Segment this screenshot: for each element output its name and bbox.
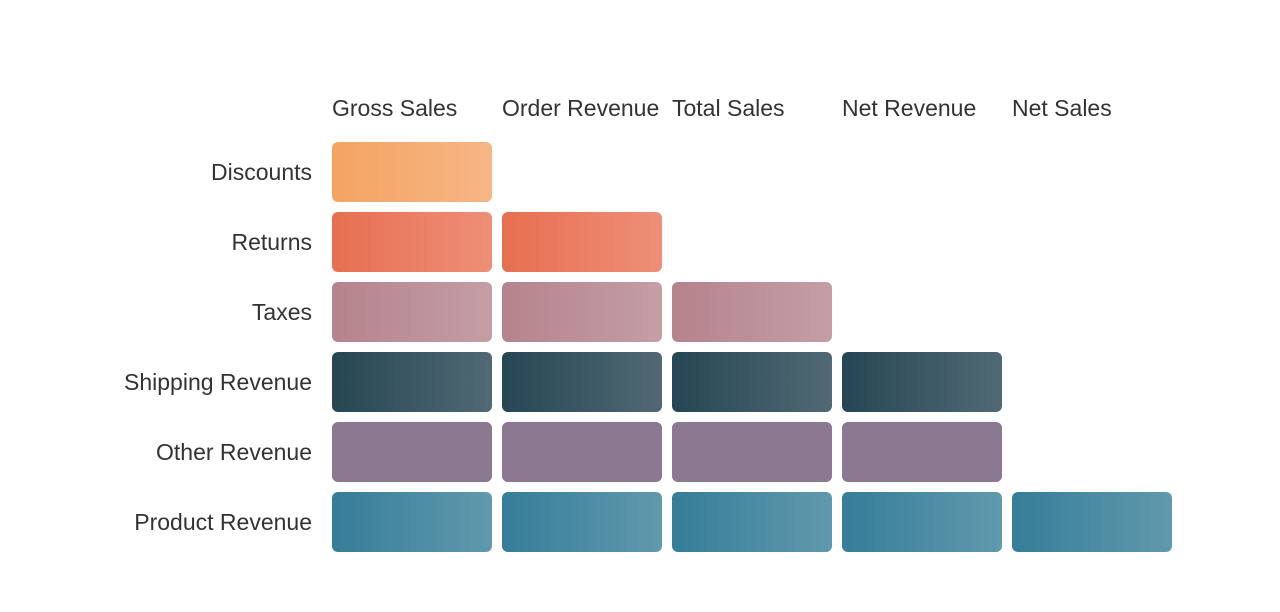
column-header-net-revenue: Net Revenue: [842, 95, 977, 121]
cell-product-revenue-total-sales: [672, 492, 832, 552]
column-header-net-sales: Net Sales: [1012, 95, 1112, 121]
cell-shipping-revenue-gross-sales: [332, 352, 492, 412]
cell-returns-gross-sales: [332, 212, 492, 272]
cell-taxes-gross-sales: [332, 282, 492, 342]
cell-other-revenue-total-sales: [672, 422, 832, 482]
cell-product-revenue-net-sales: [1012, 492, 1172, 552]
cell-other-revenue-gross-sales: [332, 422, 492, 482]
column-header-order-revenue: Order Revenue: [502, 95, 660, 121]
cell-product-revenue-net-revenue: [842, 492, 1002, 552]
cell-other-revenue-net-revenue: [842, 422, 1002, 482]
row-label-returns: Returns: [231, 229, 312, 255]
cell-discounts-gross-sales: [332, 142, 492, 202]
cell-shipping-revenue-net-revenue: [842, 352, 1002, 412]
cell-taxes-total-sales: [672, 282, 832, 342]
row-label-taxes: Taxes: [251, 299, 312, 325]
cell-returns-order-revenue: [502, 212, 662, 272]
row-label-other-revenue: Other Revenue: [156, 439, 312, 465]
cell-other-revenue-order-revenue: [502, 422, 662, 482]
cell-taxes-order-revenue: [502, 282, 662, 342]
cell-product-revenue-order-revenue: [502, 492, 662, 552]
row-label-discounts: Discounts: [211, 159, 312, 185]
cell-product-revenue-gross-sales: [332, 492, 492, 552]
cell-shipping-revenue-total-sales: [672, 352, 832, 412]
row-label-product-revenue: Product Revenue: [134, 509, 312, 535]
cell-shipping-revenue-order-revenue: [502, 352, 662, 412]
column-header-gross-sales: Gross Sales: [332, 95, 458, 121]
column-header-total-sales: Total Sales: [672, 95, 785, 121]
row-label-shipping-revenue: Shipping Revenue: [124, 369, 312, 395]
